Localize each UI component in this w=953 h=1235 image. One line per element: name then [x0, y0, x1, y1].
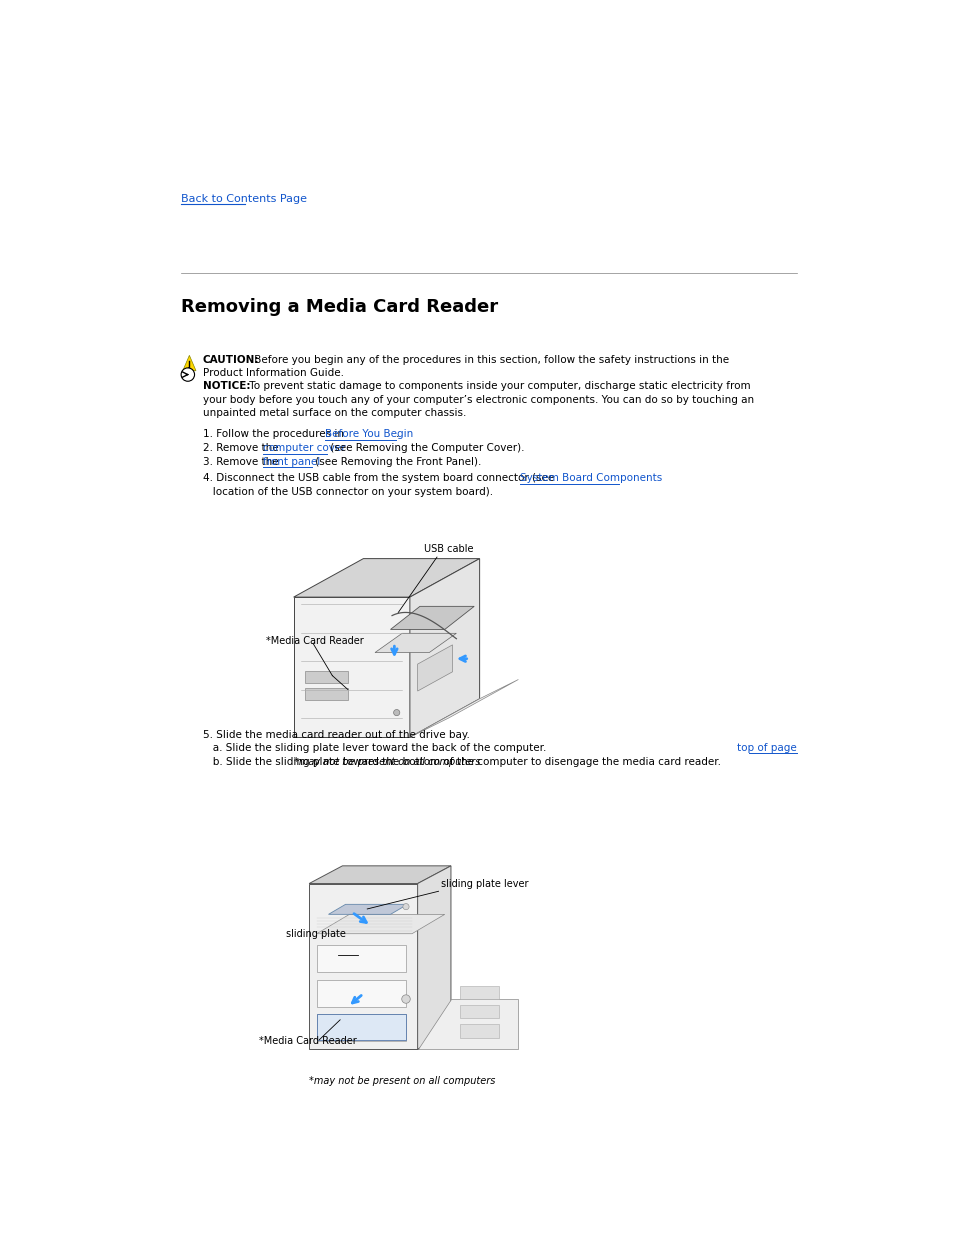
Polygon shape — [417, 866, 451, 1049]
Circle shape — [401, 995, 410, 1003]
Text: Before You Begin: Before You Begin — [324, 430, 413, 440]
Text: 1. Follow the procedures in: 1. Follow the procedures in — [203, 430, 347, 440]
Polygon shape — [417, 645, 452, 692]
Text: location of the USB connector on your system board).: location of the USB connector on your sy… — [203, 487, 493, 496]
Polygon shape — [294, 597, 410, 737]
Text: unpainted metal surface on the computer chassis.: unpainted metal surface on the computer … — [203, 409, 466, 419]
Text: 3. Remove the: 3. Remove the — [203, 457, 281, 467]
Polygon shape — [316, 914, 444, 934]
Text: 5. Slide the media card reader out of the drive bay.: 5. Slide the media card reader out of th… — [203, 730, 469, 740]
FancyBboxPatch shape — [305, 688, 348, 700]
FancyBboxPatch shape — [316, 1014, 406, 1041]
Text: *Media Card Reader: *Media Card Reader — [258, 1036, 356, 1046]
FancyBboxPatch shape — [305, 671, 348, 683]
Text: Back to Contents Page: Back to Contents Page — [181, 194, 307, 205]
Polygon shape — [294, 558, 479, 597]
Text: To prevent static damage to components inside your computer, discharge static el: To prevent static damage to components i… — [245, 380, 749, 390]
Circle shape — [181, 368, 194, 382]
FancyBboxPatch shape — [316, 945, 406, 972]
Polygon shape — [410, 558, 479, 737]
Text: 4. Disconnect the USB cable from the system board connector (see: 4. Disconnect the USB cable from the sys… — [203, 473, 554, 483]
Text: sliding plate: sliding plate — [286, 929, 345, 939]
Text: *may not be present on all computers: *may not be present on all computers — [294, 757, 479, 767]
Polygon shape — [390, 606, 474, 630]
Polygon shape — [183, 356, 195, 370]
Text: System Board Components: System Board Components — [519, 473, 661, 483]
Text: Product Information Guide.: Product Information Guide. — [203, 368, 344, 378]
Text: 2. Remove the: 2. Remove the — [203, 443, 281, 453]
Polygon shape — [309, 866, 451, 883]
Circle shape — [394, 710, 399, 716]
Polygon shape — [410, 679, 517, 737]
FancyBboxPatch shape — [459, 1005, 498, 1019]
Text: (see Removing the Front Panel).: (see Removing the Front Panel). — [312, 457, 481, 467]
Text: computer cover: computer cover — [262, 443, 345, 453]
Text: top of page: top of page — [736, 743, 796, 753]
FancyBboxPatch shape — [316, 1014, 406, 1040]
Text: a. Slide the sliding plate lever toward the back of the computer.: a. Slide the sliding plate lever toward … — [203, 743, 546, 753]
Polygon shape — [328, 904, 407, 914]
Text: NOTICE:: NOTICE: — [203, 380, 251, 390]
FancyBboxPatch shape — [459, 986, 498, 999]
FancyBboxPatch shape — [316, 979, 406, 1007]
Text: b. Slide the sliding plate toward the bottom of the computer to disengage the me: b. Slide the sliding plate toward the bo… — [203, 757, 720, 767]
Polygon shape — [375, 634, 456, 652]
Circle shape — [402, 904, 409, 910]
Text: front panel: front panel — [262, 457, 319, 467]
Text: *may not be present on all computers: *may not be present on all computers — [309, 1076, 495, 1086]
Polygon shape — [417, 999, 517, 1049]
Circle shape — [182, 369, 193, 380]
Text: Before you begin any of the procedures in this section, follow the safety instru: Before you begin any of the procedures i… — [251, 354, 728, 364]
Text: Removing a Media Card Reader: Removing a Media Card Reader — [181, 299, 497, 316]
Text: .: . — [395, 430, 399, 440]
Text: sliding plate lever: sliding plate lever — [440, 879, 528, 889]
Polygon shape — [344, 948, 404, 961]
FancyBboxPatch shape — [459, 1025, 498, 1037]
Text: CAUTION:: CAUTION: — [203, 354, 259, 364]
Text: your body before you touch any of your computer’s electronic components. You can: your body before you touch any of your c… — [203, 395, 753, 405]
Text: USB cable: USB cable — [423, 543, 473, 555]
Text: (see Removing the Computer Cover).: (see Removing the Computer Cover). — [327, 443, 524, 453]
Text: *Media Card Reader: *Media Card Reader — [266, 636, 364, 646]
Polygon shape — [309, 883, 417, 1049]
